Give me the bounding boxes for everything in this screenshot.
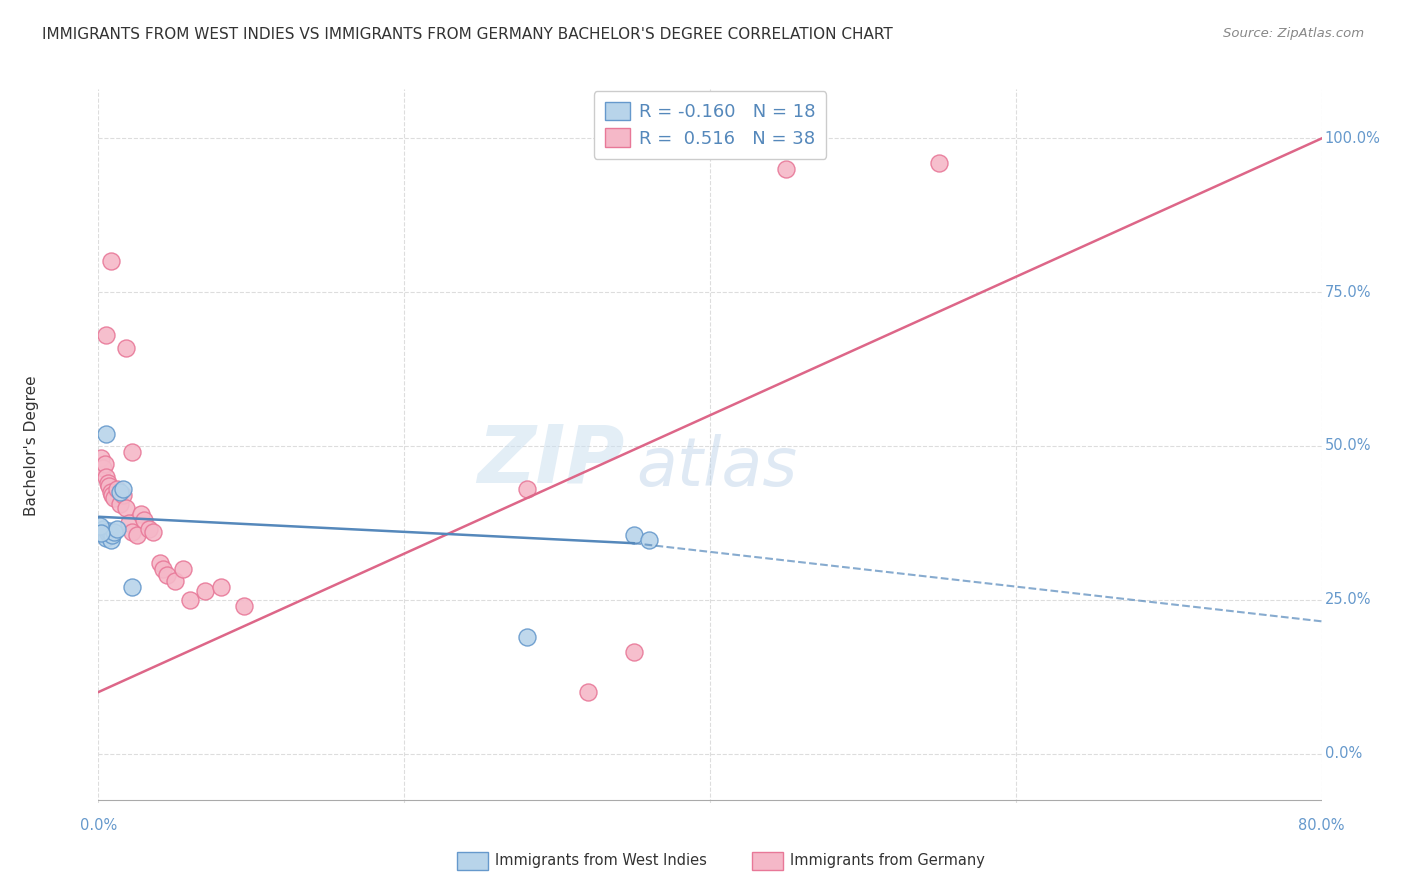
Point [89,519,111,533]
Point [98,524,121,538]
Point [623,528,645,542]
Point [94,469,117,483]
Point [90,451,112,466]
Point [100,533,122,547]
Text: 80.0%: 80.0% [1298,818,1346,833]
Point [101,488,124,502]
Point [163,574,186,589]
Point [516,482,538,496]
Point [121,581,143,595]
Point [516,630,538,644]
Text: 0.0%: 0.0% [1324,746,1362,761]
Point [194,583,217,598]
Point [100,485,122,500]
Point [125,528,148,542]
Point [108,498,131,512]
Point [98,479,121,493]
Text: 50.0%: 50.0% [1324,439,1371,453]
Point [111,482,134,496]
Text: IMMIGRANTS FROM WEST INDIES VS IMMIGRANTS FROM GERMANY BACHELOR'S DEGREE CORRELA: IMMIGRANTS FROM WEST INDIES VS IMMIGRANT… [42,27,893,42]
Point [121,445,143,459]
Point [91,460,114,475]
Point [94,426,117,441]
Point [105,482,128,496]
Point [103,525,125,540]
Point [179,592,201,607]
Text: 0.0%: 0.0% [80,818,117,833]
Point [97,475,120,490]
Point [576,685,599,699]
Text: 25.0%: 25.0% [1324,592,1371,607]
Point [121,525,143,540]
Point [129,507,152,521]
Point [100,254,122,268]
Text: 75.0%: 75.0% [1324,285,1371,300]
Point [115,500,138,515]
Text: ZIP: ZIP [477,421,624,500]
Point [93,528,115,542]
Point [111,488,134,502]
Point [105,522,128,536]
Point [928,156,950,170]
Text: Immigrants from Germany: Immigrants from Germany [790,854,986,868]
Point [115,341,138,355]
Point [152,562,174,576]
Point [149,556,172,570]
Point [637,533,661,547]
Point [134,513,156,527]
Point [118,516,141,530]
Point [90,526,112,541]
Text: Immigrants from West Indies: Immigrants from West Indies [495,854,707,868]
Point [108,485,131,500]
Text: Bachelor's Degree: Bachelor's Degree [24,376,38,516]
Point [94,531,117,545]
Point [172,562,194,576]
Point [156,568,179,582]
Point [101,528,124,542]
Legend: R = -0.160   N = 18, R =  0.516   N = 38: R = -0.160 N = 18, R = 0.516 N = 38 [593,91,827,159]
Point [232,599,254,613]
Point [91,522,114,536]
Point [94,328,117,343]
Point [623,645,645,659]
Text: 100.0%: 100.0% [1324,131,1381,146]
Point [138,522,160,536]
Text: atlas: atlas [637,434,797,500]
Point [93,458,115,472]
Point [142,525,165,540]
Point [775,162,797,177]
Point [97,526,120,541]
Text: Source: ZipAtlas.com: Source: ZipAtlas.com [1223,27,1364,40]
Point [209,581,232,595]
Point [103,491,125,506]
